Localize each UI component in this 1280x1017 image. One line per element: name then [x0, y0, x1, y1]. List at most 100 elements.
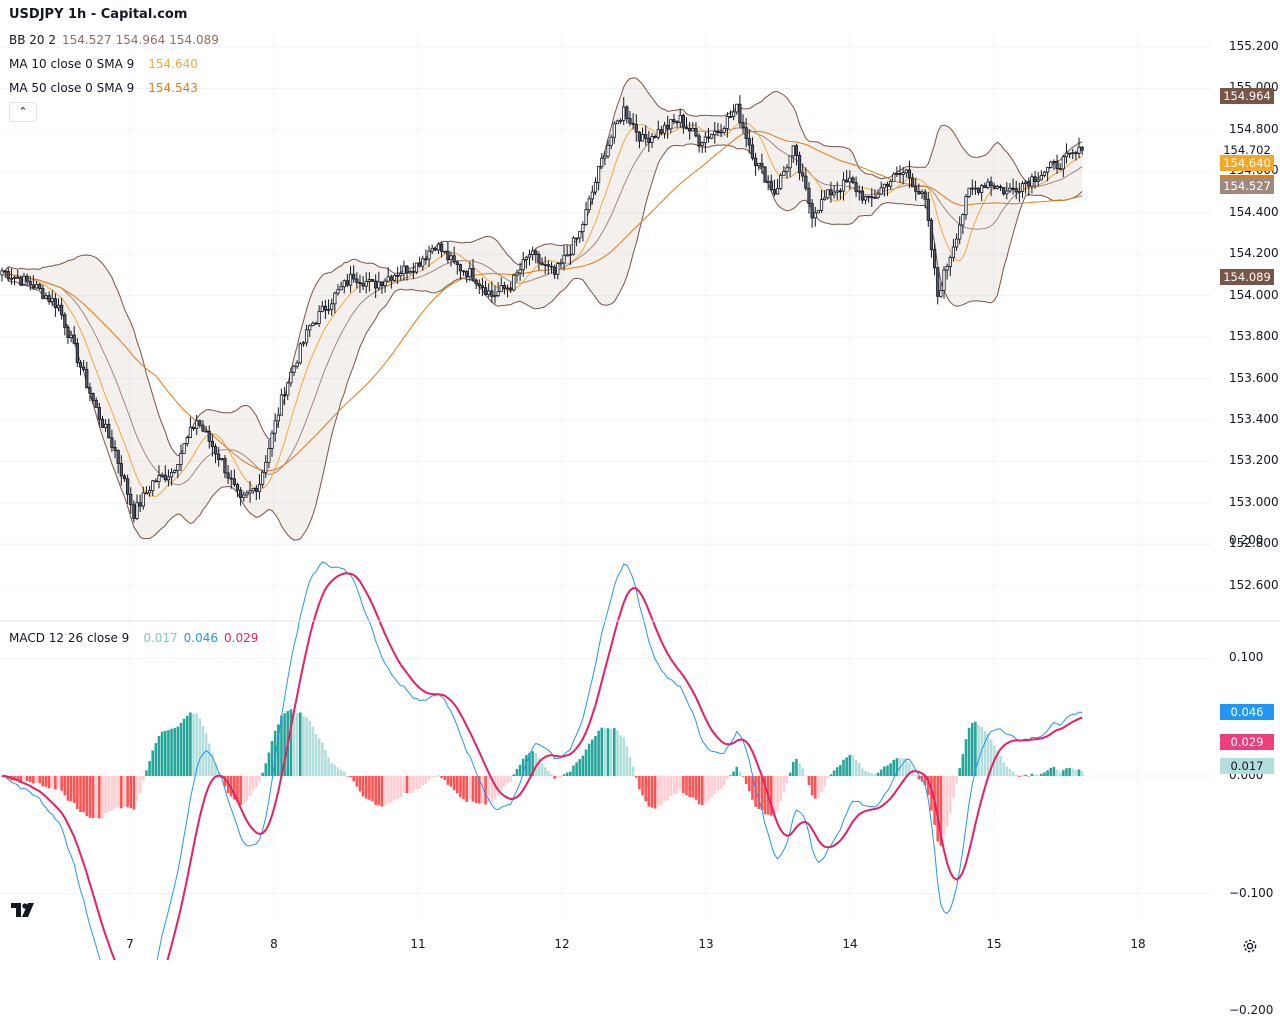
macd-histogram-bar: [72, 776, 76, 803]
candle-body: [370, 279, 375, 282]
candle-body: [352, 273, 356, 280]
price-badge: 154.964: [1220, 87, 1274, 104]
candle-body: [452, 255, 456, 263]
candle-body: [546, 264, 550, 267]
macd-histogram-bar: [261, 772, 264, 776]
candle-body: [169, 471, 174, 478]
candle: [1064, 143, 1069, 164]
macd-histogram-bar: [377, 776, 381, 806]
candle: [703, 131, 707, 153]
candle: [1033, 170, 1037, 189]
macd-histogram-bar: [449, 776, 453, 787]
candle: [684, 117, 689, 130]
candle: [553, 264, 557, 279]
candle-body: [889, 180, 893, 187]
candle-body: [339, 286, 343, 291]
macd-histogram-bar: [817, 776, 820, 798]
candle: [656, 120, 660, 140]
candle: [706, 127, 711, 143]
macd-histogram-bar: [562, 774, 566, 776]
candle: [823, 190, 827, 201]
macd-histogram-bar: [57, 776, 60, 789]
macd-histogram-bar: [311, 726, 315, 776]
candle-body: [904, 169, 908, 174]
legend-bb[interactable]: BB 20 2 154.527 154.964 154.089: [9, 33, 219, 47]
macd-histogram-bar: [889, 763, 892, 776]
macd-histogram-bar: [1074, 769, 1078, 776]
macd-histogram-bar: [506, 776, 509, 784]
candle-body: [1002, 187, 1006, 195]
macd-histogram-bar: [964, 739, 968, 776]
collapse-legend-button[interactable]: ⌃: [9, 102, 37, 122]
macd-histogram-bar: [437, 775, 440, 777]
legend-macd-histogram: 0.017: [143, 631, 178, 645]
macd-histogram-bar: [873, 773, 877, 776]
macd-histogram-bar: [179, 722, 183, 776]
candle-body: [138, 502, 142, 507]
candle: [625, 105, 629, 124]
macd-histogram-bar: [217, 772, 220, 776]
grid: [0, 35, 1212, 921]
candle: [235, 482, 240, 498]
macd-histogram-bar: [76, 776, 79, 809]
legend-ma50-label: MA 50 close 0 SMA 9: [9, 81, 135, 95]
candle-body: [348, 273, 353, 286]
candle: [744, 117, 748, 148]
legend-ma10[interactable]: MA 10 close 0 SMA 9 154.640: [9, 57, 198, 71]
candle: [399, 265, 403, 281]
gear-icon[interactable]: [1242, 938, 1258, 958]
candle-body: [854, 182, 858, 192]
candle: [860, 186, 864, 204]
macd-histogram-bar: [575, 762, 578, 776]
macd-tick-label: −0.200: [1229, 1003, 1274, 1017]
candle-body: [970, 187, 974, 190]
macd-histogram-bar: [113, 776, 117, 809]
macd-histogram-bar: [465, 776, 469, 802]
macd-histogram-bar: [19, 776, 23, 784]
candle-body: [245, 492, 249, 496]
macd-histogram-bar: [69, 776, 73, 802]
candle-body: [534, 250, 538, 255]
candle: [694, 122, 698, 138]
candle: [672, 114, 676, 125]
candle-body: [147, 490, 152, 494]
candle: [970, 179, 974, 196]
candle: [911, 173, 915, 188]
candle-body: [144, 492, 149, 495]
candle: [436, 242, 441, 255]
legend-ma50[interactable]: MA 50 close 0 SMA 9 154.543: [9, 81, 198, 95]
macd-histogram-bar: [782, 776, 786, 792]
macd-histogram-bar: [270, 741, 274, 776]
candle: [936, 266, 940, 305]
candle-body: [88, 387, 92, 394]
legend-macd[interactable]: MACD 12 26 close 9 0.017 0.046 0.029: [9, 631, 258, 645]
macd-histogram-bar: [239, 776, 242, 805]
candle-body: [967, 187, 971, 197]
candle: [732, 104, 736, 121]
candle: [575, 237, 579, 247]
candle: [775, 179, 780, 195]
candle: [185, 435, 189, 447]
macd-histogram-bar: [412, 776, 415, 793]
candle: [600, 153, 604, 170]
candle-body: [841, 179, 846, 192]
macd-histogram-bar: [704, 776, 707, 803]
candle-body: [304, 329, 309, 344]
candle: [603, 150, 607, 166]
candle: [317, 305, 321, 328]
chart-canvas[interactable]: [0, 0, 1280, 960]
candle-body: [819, 199, 824, 211]
macd-histogram-bar: [487, 776, 490, 803]
macd-histogram-bar: [302, 715, 305, 776]
candle-body: [838, 190, 842, 193]
macd-histogram-bar: [697, 776, 701, 805]
macd-histogram-bar: [358, 776, 362, 792]
candle: [333, 291, 337, 314]
candle: [898, 165, 902, 183]
candle: [480, 277, 485, 296]
macd-histogram-bar: [330, 762, 333, 776]
macd-histogram-bar: [952, 776, 955, 798]
candle: [813, 206, 817, 227]
tradingview-logo-icon[interactable]: [11, 902, 37, 922]
ma50-line: [1, 131, 1083, 472]
